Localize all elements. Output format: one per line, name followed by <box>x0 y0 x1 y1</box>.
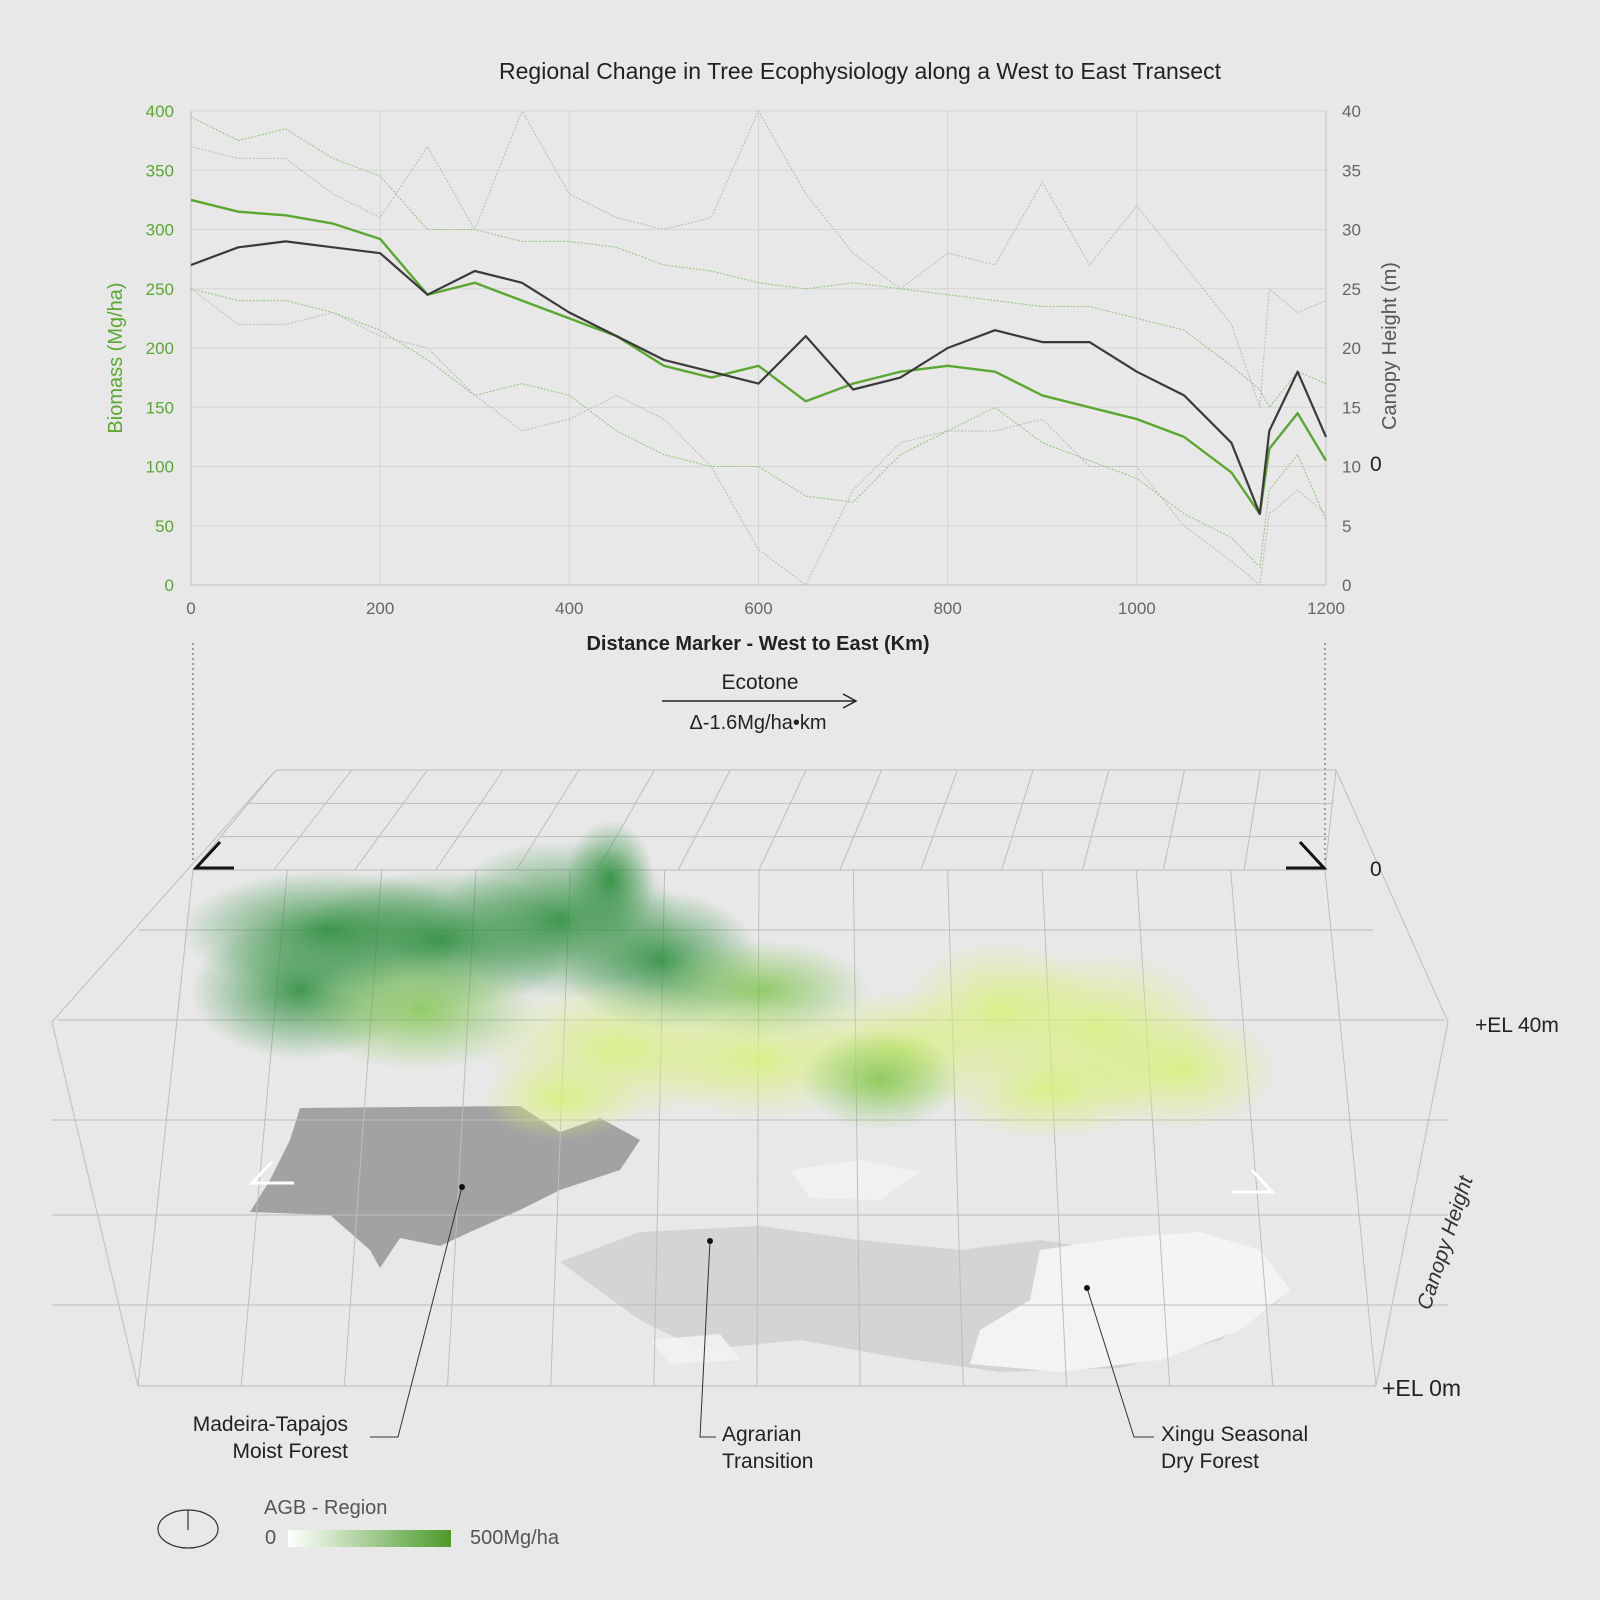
region-madeira-line2: Moist Forest <box>232 1440 348 1463</box>
box-grid-line <box>1230 869 1274 1387</box>
series-canopy-height <box>190 240 1328 516</box>
y-tick-right-label: 35 <box>1342 161 1361 180</box>
y-tick-left-label: 350 <box>146 161 174 180</box>
box-grid-line <box>677 769 731 871</box>
y-tick-left-label: 50 <box>155 517 174 536</box>
box-edge <box>1375 1021 1449 1387</box>
y-tick-right-label: 5 <box>1342 517 1351 536</box>
vegetation-cloud <box>300 950 540 1070</box>
y-tick-right-label: 30 <box>1342 221 1361 240</box>
box-grid-line <box>192 769 277 871</box>
x-tick-label: 400 <box>555 599 583 618</box>
region-leader-line <box>1086 1287 1154 1438</box>
vegetation-cloud <box>800 1030 960 1130</box>
x-tick-label: 200 <box>366 599 394 618</box>
y-tick-left-label: 400 <box>146 102 174 121</box>
box-grid-line <box>1081 769 1110 871</box>
legend-color-ramp <box>288 1530 451 1547</box>
box-edge <box>51 769 277 1023</box>
elevation-40m-label: +EL 40m <box>1475 1014 1559 1037</box>
box-grid-line <box>852 869 861 1387</box>
series-canopy-upper <box>190 110 1327 408</box>
corner-bracket <box>192 840 234 870</box>
ecotone-label: Ecotone <box>721 671 798 694</box>
y-tick-left-label: 150 <box>146 398 174 417</box>
region-xingu-shape <box>970 1232 1290 1372</box>
series-biomass-upper <box>190 116 1327 408</box>
region-label-agrarian: Agrarian Transition <box>722 1423 813 1473</box>
y-axis-right-title: Canopy Height (m) <box>1379 262 1401 430</box>
box-edge <box>1335 769 1449 1023</box>
series-biomass-lower <box>190 288 1327 568</box>
box-zero-label: 0 <box>1370 858 1382 881</box>
line-chart: 0501001502002503003504000510152025303540… <box>146 102 1361 618</box>
x-axis-title: Distance Marker - West to East (Km) <box>586 633 929 655</box>
region-xingu-line1: Xingu Seasonal <box>1161 1423 1308 1446</box>
corner-bracket <box>248 1160 294 1185</box>
vegetation-cloud <box>940 1040 1160 1140</box>
region-label-madeira: Madeira-Tapajos Moist Forest <box>193 1413 348 1463</box>
x-tick-label: 600 <box>744 599 772 618</box>
region-marker-dot <box>1084 1285 1090 1291</box>
x-tick-label: 1000 <box>1118 599 1156 618</box>
box-grid-line <box>920 769 958 871</box>
vegetation-cloud <box>480 1060 640 1140</box>
y-tick-right-label: 25 <box>1342 280 1361 299</box>
region-patch <box>790 1160 920 1200</box>
y-tick-right-label: 15 <box>1342 398 1361 417</box>
region-agrarian-line2: Transition <box>722 1450 813 1473</box>
transect-3d-box <box>51 769 1449 1438</box>
right-zero-marker: 0 <box>1370 453 1382 476</box>
region-leader-line <box>699 1240 716 1438</box>
box-grid-line <box>435 769 504 871</box>
box-grid-line <box>758 769 807 871</box>
box-grid-line <box>1162 769 1186 871</box>
canopy-height-side-label: Canopy Height <box>1413 1172 1478 1312</box>
y-tick-left-label: 300 <box>146 221 174 240</box>
series-biomass-mean <box>190 198 1328 516</box>
box-grid-line <box>354 769 428 871</box>
y-tick-right-label: 0 <box>1342 576 1351 595</box>
y-tick-left-label: 250 <box>146 280 174 299</box>
corner-bracket <box>1232 1168 1276 1194</box>
y-tick-right-label: 40 <box>1342 102 1361 121</box>
y-tick-right-label: 10 <box>1342 458 1361 477</box>
region-marker-dot <box>459 1184 465 1190</box>
y-tick-left-label: 0 <box>165 576 174 595</box>
region-madeira-line1: Madeira-Tapajos <box>193 1413 348 1436</box>
ecotone-arrow <box>662 693 858 709</box>
box-grid-line <box>1243 769 1261 871</box>
elevation-0m-label: +EL 0m <box>1382 1375 1461 1401</box>
box-grid-line <box>1324 869 1377 1387</box>
box-edge <box>51 1021 139 1387</box>
region-leader-line <box>370 1186 463 1438</box>
x-tick-label: 800 <box>933 599 961 618</box>
region-xingu-line2: Dry Forest <box>1161 1450 1259 1473</box>
chart-title: Regional Change in Tree Ecophysiology al… <box>499 58 1222 84</box>
north-arrow-icon <box>157 1509 219 1549</box>
region-label-xingu: Xingu Seasonal Dry Forest <box>1161 1423 1308 1473</box>
region-marker-dot <box>707 1238 713 1244</box>
box-grid-line <box>137 869 194 1387</box>
y-tick-left-label: 200 <box>146 339 174 358</box>
box-grid-line <box>273 769 353 871</box>
box-grid-line <box>1324 769 1337 871</box>
y-tick-right-label: 20 <box>1342 339 1361 358</box>
y-tick-left-label: 100 <box>146 458 174 477</box>
legend-max-label: 500Mg/ha <box>470 1527 560 1549</box>
x-tick-label: 1200 <box>1307 599 1345 618</box>
box-grid-line <box>1001 769 1034 871</box>
region-agrarian-line1: Agrarian <box>722 1423 801 1446</box>
legend-title: AGB - Region <box>264 1497 387 1519</box>
y-axis-left-title: Biomass (Mg/ha) <box>105 282 127 433</box>
x-tick-label: 0 <box>186 599 195 618</box>
legend: AGB - Region 0 500Mg/ha <box>157 1497 560 1549</box>
corner-bracket <box>1286 840 1328 870</box>
region-madeira-shape <box>250 1106 640 1268</box>
ecotone-rate: Δ-1.6Mg/ha•km <box>689 712 826 734</box>
box-grid-line <box>839 769 883 871</box>
region-patch <box>650 1334 740 1364</box>
legend-min-label: 0 <box>265 1527 276 1549</box>
